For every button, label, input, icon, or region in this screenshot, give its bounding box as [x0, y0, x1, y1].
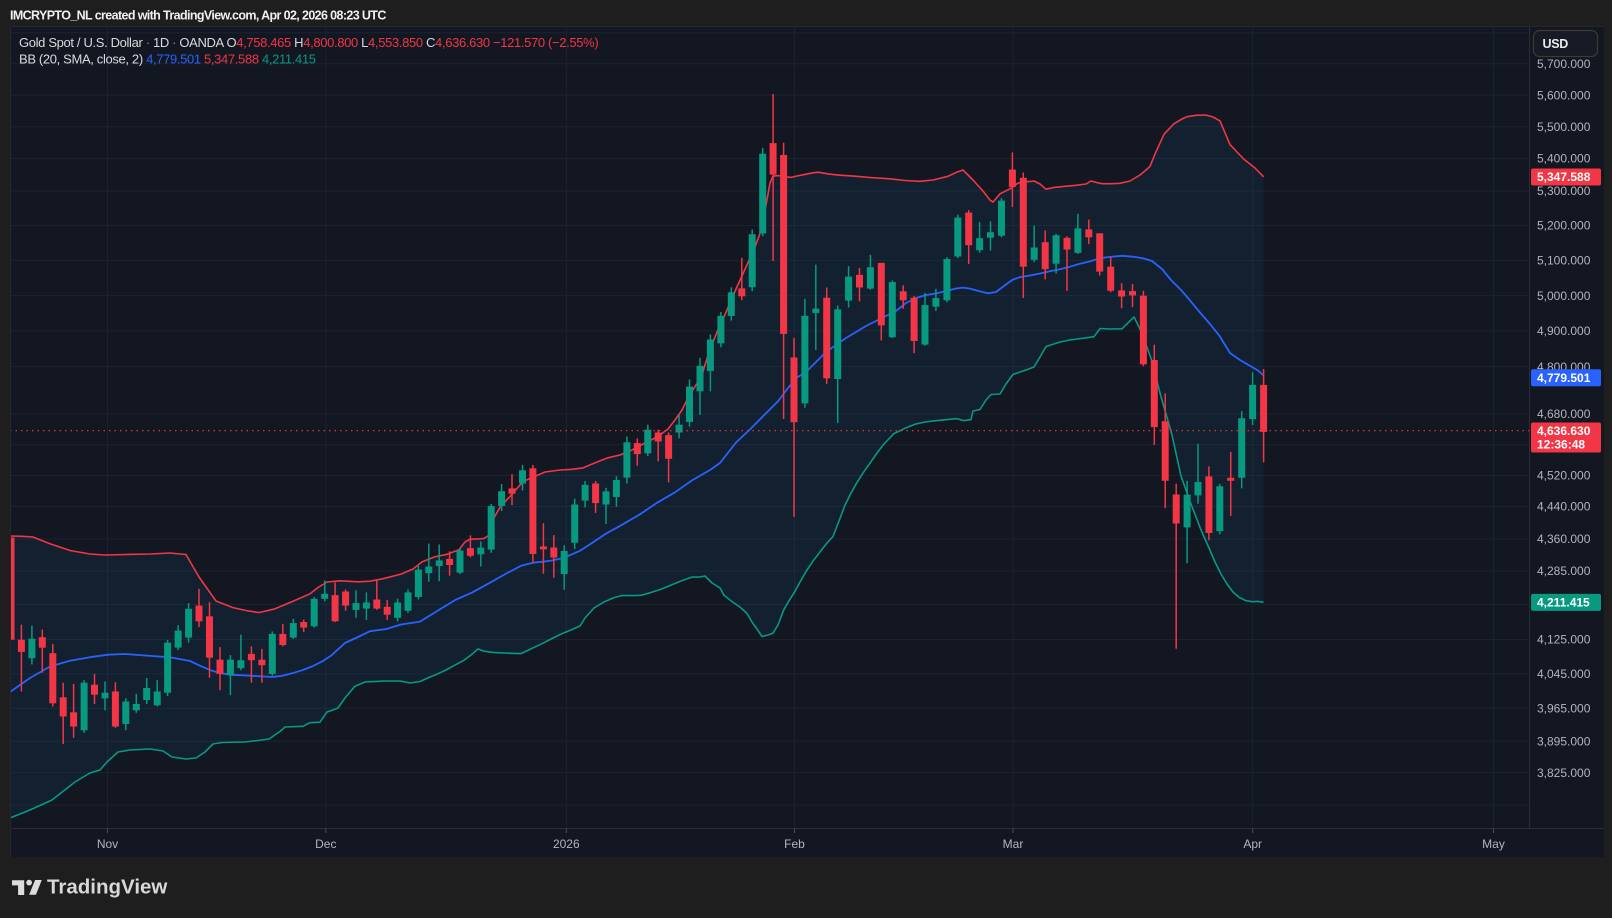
svg-text:Feb: Feb	[784, 837, 805, 851]
svg-text:3,965.000: 3,965.000	[1537, 702, 1591, 716]
svg-text:4,520.000: 4,520.000	[1537, 469, 1591, 483]
svg-text:4,360.000: 4,360.000	[1537, 532, 1591, 546]
svg-text:5,000.000: 5,000.000	[1537, 289, 1591, 303]
svg-text:BB (20, SMA, close, 2) 4,779.5: BB (20, SMA, close, 2) 4,779.501 5,347.5…	[19, 52, 316, 67]
svg-text:Nov: Nov	[97, 837, 118, 851]
svg-text:4,045.000: 4,045.000	[1537, 667, 1591, 681]
svg-text:TradingView: TradingView	[47, 876, 167, 899]
svg-text:5,347.588: 5,347.588	[1537, 170, 1591, 184]
svg-text:Apr: Apr	[1243, 837, 1262, 851]
svg-text:IMCRYPTO_NL created with Tradi: IMCRYPTO_NL created with TradingView.com…	[10, 9, 386, 23]
svg-text:Dec: Dec	[315, 837, 336, 851]
svg-text:5,500.000: 5,500.000	[1537, 120, 1591, 134]
svg-text:USD: USD	[1543, 37, 1569, 51]
svg-text:4,211.415: 4,211.415	[1537, 596, 1590, 610]
svg-text:Gold Spot / U.S. Dollar · 1D ·: Gold Spot / U.S. Dollar · 1D · OANDA O4,…	[19, 35, 598, 50]
svg-text:5,400.000: 5,400.000	[1537, 152, 1591, 166]
svg-text:May: May	[1482, 837, 1505, 851]
svg-text:5,700.000: 5,700.000	[1537, 57, 1591, 71]
svg-text:5,200.000: 5,200.000	[1537, 219, 1591, 233]
svg-text:3,825.000: 3,825.000	[1537, 766, 1591, 780]
svg-text:4,125.000: 4,125.000	[1537, 633, 1591, 647]
svg-text:12:36:48: 12:36:48	[1537, 438, 1585, 452]
svg-text:Mar: Mar	[1003, 837, 1024, 851]
svg-text:4,900.000: 4,900.000	[1537, 324, 1591, 338]
svg-text:4,440.000: 4,440.000	[1537, 500, 1591, 514]
svg-text:5,100.000: 5,100.000	[1537, 254, 1591, 268]
svg-text:2026: 2026	[553, 837, 580, 851]
svg-text:4,285.000: 4,285.000	[1537, 564, 1591, 578]
svg-text:4,779.501: 4,779.501	[1537, 371, 1591, 385]
svg-text:5,300.000: 5,300.000	[1537, 184, 1591, 198]
svg-text:4,680.000: 4,680.000	[1537, 407, 1591, 421]
svg-text:3,895.000: 3,895.000	[1537, 734, 1591, 748]
svg-text:5,600.000: 5,600.000	[1537, 88, 1591, 102]
svg-text:4,636.630: 4,636.630	[1537, 424, 1591, 438]
